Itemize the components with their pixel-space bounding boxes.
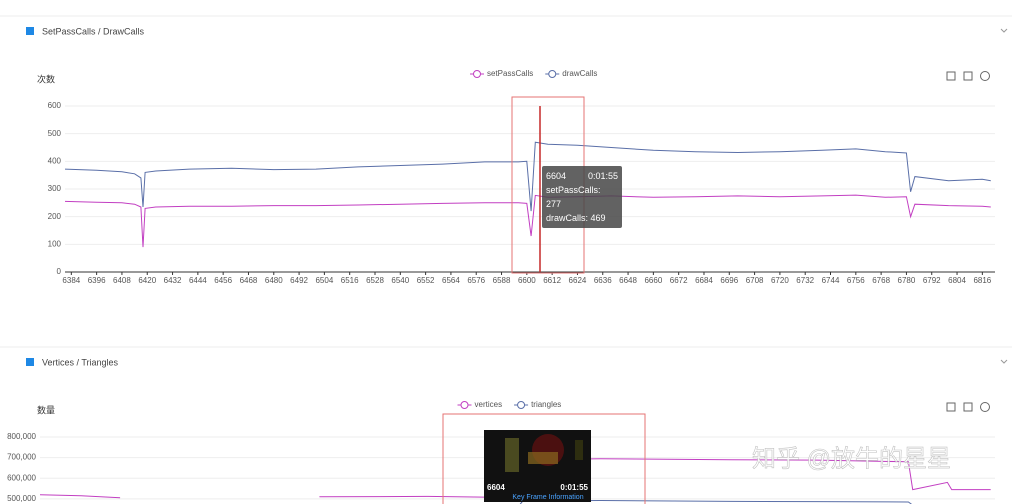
x-tick-label: 6528 bbox=[366, 276, 384, 285]
tooltip-line: setPassCalls: 277 bbox=[546, 185, 601, 209]
panel-marker bbox=[26, 358, 34, 366]
selection-box[interactable] bbox=[442, 413, 646, 504]
y-tick-label: 700,000 bbox=[7, 453, 36, 462]
legend-label: drawCalls bbox=[562, 69, 597, 78]
x-tick-label: 6480 bbox=[265, 276, 283, 285]
panel-marker bbox=[26, 27, 34, 35]
reset-icon[interactable] bbox=[963, 402, 973, 412]
legend-marker bbox=[473, 70, 481, 78]
keyframe-label: Key Frame Information bbox=[512, 494, 583, 501]
x-tick-label: 6564 bbox=[442, 276, 460, 285]
x-tick-label: 6708 bbox=[746, 276, 764, 285]
x-tick-label: 6732 bbox=[796, 276, 814, 285]
tooltip-line: drawCalls: 469 bbox=[546, 213, 606, 223]
y-tick-label: 600 bbox=[48, 101, 62, 110]
legend-marker bbox=[548, 70, 557, 78]
toolbar bbox=[946, 71, 990, 412]
legend-marker bbox=[517, 401, 526, 409]
y-axis-label: 次数 bbox=[37, 73, 55, 84]
tooltip-header: 6604 0:01:55 bbox=[546, 169, 618, 183]
x-tick-label: 6816 bbox=[973, 276, 991, 285]
x-tick-label: 6756 bbox=[847, 276, 865, 285]
y-tick-label: 400 bbox=[48, 156, 62, 165]
x-tick-label: 6768 bbox=[872, 276, 890, 285]
x-tick-label: 6540 bbox=[391, 276, 409, 285]
y-tick-label: 0 bbox=[57, 267, 62, 276]
x-tick-label: 6660 bbox=[644, 276, 662, 285]
x-tick-label: 6396 bbox=[88, 276, 106, 285]
tooltip-frame: 6604 bbox=[546, 171, 567, 181]
x-tick-label: 6720 bbox=[771, 276, 789, 285]
refresh-icon[interactable] bbox=[980, 402, 990, 412]
x-tick-label: 6780 bbox=[898, 276, 916, 285]
legend-label: triangles bbox=[531, 400, 561, 409]
x-tick-label: 6576 bbox=[467, 276, 485, 285]
x-tick-label: 6552 bbox=[417, 276, 435, 285]
x-tick-label: 6432 bbox=[164, 276, 182, 285]
x-tick-label: 6408 bbox=[113, 276, 131, 285]
y-tick-label: 200 bbox=[48, 212, 62, 221]
zoom-icon[interactable] bbox=[946, 71, 956, 81]
reset-icon[interactable] bbox=[963, 71, 973, 81]
x-tick-label: 6456 bbox=[214, 276, 232, 285]
x-tick-label: 6468 bbox=[240, 276, 258, 285]
x-tick-label: 6684 bbox=[695, 276, 713, 285]
panel-title: Vertices / Triangles bbox=[42, 357, 119, 367]
legend-marker bbox=[460, 401, 469, 409]
y-tick-label: 800,000 bbox=[7, 432, 36, 441]
series-line bbox=[65, 194, 991, 248]
x-tick-label: 6792 bbox=[923, 276, 941, 285]
x-tick-label: 6600 bbox=[518, 276, 536, 285]
y-tick-label: 300 bbox=[48, 184, 62, 193]
y-axis-label: 数量 bbox=[37, 404, 55, 415]
x-tick-label: 6648 bbox=[619, 276, 637, 285]
keyframe-time: 0:01:55 bbox=[560, 483, 588, 492]
x-tick-label: 6744 bbox=[822, 276, 840, 285]
y-tick-label: 100 bbox=[48, 239, 62, 248]
x-tick-label: 6636 bbox=[594, 276, 612, 285]
x-tick-label: 6612 bbox=[543, 276, 561, 285]
x-tick-label: 6696 bbox=[720, 276, 738, 285]
x-tick-label: 6672 bbox=[670, 276, 688, 285]
legend-label: setPassCalls bbox=[487, 69, 533, 78]
y-tick-label: 600,000 bbox=[7, 473, 36, 482]
keyframe-thumbnail: 6604 0:01:55 Key Frame Information bbox=[484, 430, 591, 502]
panel-title: SetPassCalls / DrawCalls bbox=[42, 26, 145, 36]
x-tick-label: 6420 bbox=[138, 276, 156, 285]
refresh-icon[interactable] bbox=[980, 71, 990, 81]
x-tick-label: 6516 bbox=[341, 276, 359, 285]
y-tick-label: 500 bbox=[48, 129, 62, 138]
x-tick-label: 6624 bbox=[569, 276, 587, 285]
chart-1: 0 100 200 300 400 500 600 6384 6396 6408 6420 6432 6… bbox=[48, 69, 995, 285]
legend-label: vertices bbox=[475, 400, 503, 409]
x-tick-label: 6492 bbox=[290, 276, 308, 285]
x-tick-label: 6384 bbox=[62, 276, 80, 285]
collapse-chevron[interactable] bbox=[1000, 28, 1008, 33]
series-line bbox=[65, 141, 991, 212]
x-tick-label: 6804 bbox=[948, 276, 966, 285]
watermark: 知乎 @放牛的星星 bbox=[752, 445, 951, 472]
zoom-icon[interactable] bbox=[946, 402, 956, 412]
x-tick-label: 6588 bbox=[493, 276, 511, 285]
x-tick-label: 6504 bbox=[315, 276, 333, 285]
tooltip-time: 0:01:55 bbox=[587, 171, 618, 181]
keyframe-frame: 6604 bbox=[487, 483, 505, 492]
collapse-chevron[interactable] bbox=[1000, 359, 1008, 364]
y-tick-label: 500,000 bbox=[7, 494, 36, 503]
x-tick-label: 6444 bbox=[189, 276, 207, 285]
tooltip: 6604 0:01:55 setPassCalls: 277 drawCalls:… bbox=[542, 166, 622, 228]
